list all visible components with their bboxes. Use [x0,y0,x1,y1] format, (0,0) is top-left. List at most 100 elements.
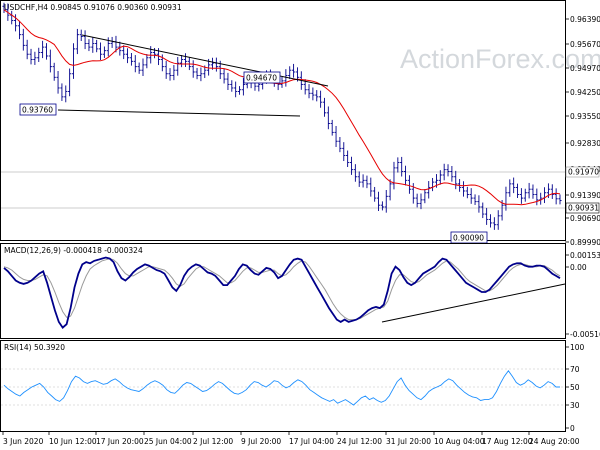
macd-panel: MACD(12,26,9) -0.000418 -0.000324 0.0015… [0,243,600,339]
price-bar [407,175,412,194]
price-bar [427,181,431,199]
price-bar [438,170,442,185]
price-bar [388,179,392,201]
price-tick-label: 0.95670 [570,40,600,49]
price-bar [531,184,535,199]
price-bar [226,72,230,91]
price-bar [450,166,454,182]
moving-average-line [3,9,561,206]
price-bar [523,188,527,202]
price-bar [315,90,319,102]
price-bar [307,84,311,99]
price-bar [465,186,469,199]
upper-trendline [81,34,329,87]
price-bar [37,47,41,62]
price-bar [33,51,37,65]
price-bar [508,179,512,197]
price-bar [311,87,315,101]
price-bar [527,182,531,199]
price-bar [473,194,477,205]
price-bar [199,67,203,82]
price-bar [83,30,87,50]
price-bar [361,174,365,188]
time-tick-label: 31 Jul 20:00 [386,437,431,446]
price-bar [446,164,450,177]
macd-title: MACD(12,26,9) -0.000418 -0.000324 [4,246,143,255]
price-bar [125,48,130,64]
price-bar [71,43,76,79]
price-bar [376,191,381,211]
watermark: ActionForex.com [400,44,600,74]
price-bar [477,195,481,213]
price-bar [353,164,357,182]
price-tick-label: 0.93550 [570,112,600,121]
price-bar [137,62,141,74]
price-bar [400,156,404,177]
price-bar [334,125,338,147]
price-bar [515,183,520,198]
price-bar [419,193,423,210]
macd-panel-frame [0,243,566,339]
price-bar [326,106,330,130]
price-bar [64,85,68,103]
price-bar [535,188,539,206]
price-tick-label: 0.90690 [570,214,600,223]
level-tag [565,166,600,178]
price-bar [129,52,134,66]
price-bar [133,55,137,73]
price-bar [338,137,342,153]
price-bar [95,39,99,53]
time-tick-label: 2 Jul 12:00 [193,437,233,446]
price-bar [485,207,489,225]
price-bar [56,70,60,94]
price-tick-label: 0.96390 [570,15,600,24]
price-tick-label: 0.89990 [570,238,600,247]
price-bar [79,29,83,42]
price-bar [122,45,126,60]
time-tick-label: 17 Aug 12:00 [482,437,533,446]
macd-tick-label: 0.00 [570,263,587,272]
price-bar [21,28,25,51]
last-price-tag [565,202,600,214]
rsi-panel: RSI(14) 50.3920 100 70 50 30 0 [0,340,585,433]
price-bar [25,39,29,60]
rsi-tick-label: 100 [570,343,585,352]
price-tick-label: 0.94250 [570,88,600,97]
price-bar [550,184,554,199]
price-bar [330,119,334,136]
price-bar [52,62,56,81]
price-bar [210,57,215,70]
rsi-tick-label: 70 [570,365,580,374]
price-bar [423,189,427,204]
price-bar [191,60,195,78]
price-bar [461,181,466,197]
price-bar [369,177,373,197]
price-bar [492,217,496,230]
high-label: 0.94670 [246,74,277,83]
price-bar [288,66,292,80]
price-bar [60,83,64,101]
price-panel: ActionForex.com USDCHF,H4 0.90845 0.9107… [0,0,600,247]
rsi-tick-label: 30 [570,401,580,410]
price-bar [180,55,184,68]
level-tag-text: 0.91970 [568,168,599,177]
price-bar [384,189,388,213]
price-bar [48,49,52,73]
price-bar [237,86,242,95]
time-tick-label: 17 Jul 04:00 [289,437,334,446]
time-tick-label: 10 Jun 12:00 [49,437,97,446]
price-bar [195,67,199,80]
price-bar [145,54,149,69]
time-tick-label: 24 Aug 20:00 [529,437,580,446]
price-bar [284,69,288,87]
macd-trendline [381,283,566,323]
price-bar [176,57,180,76]
price-bar [558,194,562,205]
price-bar [183,53,188,68]
rsi-line [3,370,560,406]
price-bar [373,186,377,202]
price-bar [504,186,508,211]
price-bar [442,163,446,181]
price-bar [164,60,168,79]
